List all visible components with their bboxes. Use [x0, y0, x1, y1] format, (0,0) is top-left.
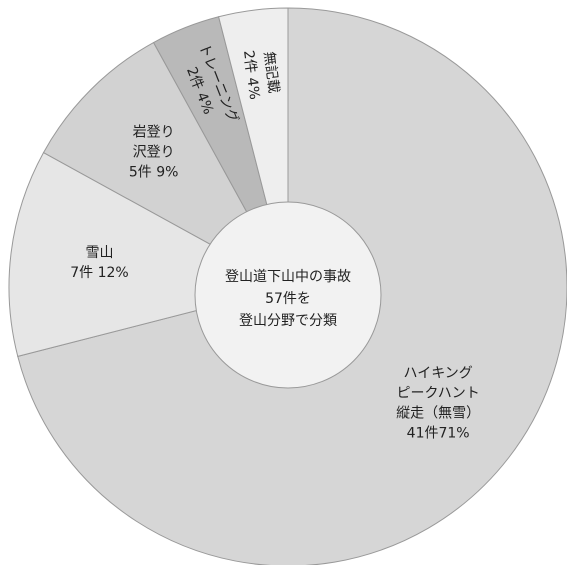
center-label-line: 登山道下山中の事故: [225, 269, 351, 285]
category-label: 縦走（無雪）: [396, 405, 480, 421]
value-label: 7件 12%: [70, 265, 128, 281]
center-label-line: 57件を: [265, 291, 311, 307]
category-label: 雪山: [85, 245, 113, 261]
center-label: 登山道下山中の事故 57件を登山分野で分類: [225, 269, 351, 329]
slice-label: 雪山 7件 12%: [70, 245, 128, 281]
slice-label-text: ハイキングピークハント縦走（無雪） 41件71%: [396, 365, 480, 441]
slice-label: ハイキングピークハント縦走（無雪） 41件71%: [396, 365, 480, 441]
slice-label: 岩登り沢登り 5件 9%: [129, 125, 179, 181]
slice: [8, 151, 290, 357]
value-label: 5件 9%: [129, 165, 179, 181]
value-label: 41件71%: [407, 425, 470, 441]
category-label: ピークハント: [396, 385, 479, 401]
value-label: 2件 4%: [240, 49, 262, 100]
category-label: 岩登り: [133, 125, 175, 141]
slice-label: 無記載2件 4%: [240, 47, 283, 101]
category-label: ハイキング: [403, 365, 472, 381]
slice-label-text: 無記載2件 4%: [240, 47, 283, 101]
center-circle: [194, 201, 382, 389]
category-label: 沢登り: [133, 145, 175, 161]
slice-label-text: 雪山 7件 12%: [70, 245, 128, 281]
category-label: 無記載: [260, 50, 282, 94]
slice-label-text: 岩登り沢登り 5件 9%: [129, 125, 179, 181]
center-label-line: 登山分野で分類: [239, 313, 337, 329]
